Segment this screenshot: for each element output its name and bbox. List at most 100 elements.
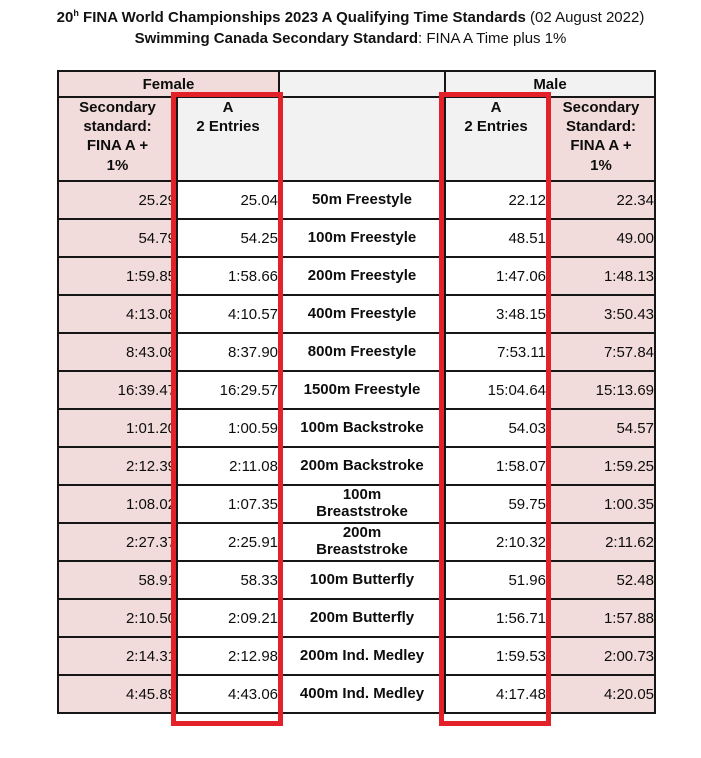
female-a-cell: 4:10.57	[176, 294, 280, 334]
event-cell: 200m Butterfly	[278, 598, 446, 638]
event-cell: 800m Freestyle	[278, 332, 446, 372]
title-date: (02 August 2022)	[525, 9, 645, 26]
qualifying-standards-table: Female Male Secondary standard: FINA A +…	[57, 70, 656, 714]
table-row: 4:45.89 4:43.06 400m Ind. Medley 4:17.48 4:2…	[57, 674, 656, 714]
female-a-entries-header: A 2 Entries	[176, 96, 280, 182]
page-title: 20h FINA World Championships 2023 A Qual…	[56, 8, 645, 26]
female-a-cell: 25.04	[176, 180, 280, 220]
title-superscript: h	[73, 8, 79, 18]
female-secondary-cell: 2:12.39	[57, 446, 178, 486]
female-secondary-cell: 1:01.20	[57, 408, 178, 448]
male-secondary-cell: 1:57.88	[546, 598, 656, 638]
male-group-header: Male	[444, 70, 656, 98]
male-a-cell: 1:59.53	[444, 636, 548, 676]
male-a-cell: 51.96	[444, 560, 548, 600]
event-cell: 400m Ind. Medley	[278, 674, 446, 714]
event-cell: 100m Backstroke	[278, 408, 446, 448]
male-secondary-cell: 1:59.25	[546, 446, 656, 486]
male-a-cell: 1:58.07	[444, 446, 548, 486]
column-header-row: Secondary standard: FINA A + 1% A 2 Entr…	[57, 96, 656, 182]
female-group-header: Female	[57, 70, 280, 98]
male-a-cell: 2:10.32	[444, 522, 548, 562]
female-a-cell: 8:37.90	[176, 332, 280, 372]
female-secondary-cell: 2:10.50	[57, 598, 178, 638]
male-a-cell: 7:53.11	[444, 332, 548, 372]
event-cell: 200m Ind. Medley	[278, 636, 446, 676]
male-a-cell: 1:47.06	[444, 256, 548, 296]
table-row: 4:13.08 4:10.57 400m Freestyle 3:48.15 3:50.…	[57, 294, 656, 334]
male-secondary-cell: 49.00	[546, 218, 656, 258]
female-secondary-cell: 54.79	[57, 218, 178, 258]
event-cell: 200m Breaststroke	[278, 522, 446, 562]
event-cell: 200m Freestyle	[278, 256, 446, 296]
male-secondary-header: Secondary Standard: FINA A + 1%	[546, 96, 656, 182]
table-row: 54.79 54.25 100m Freestyle 48.51 49.00	[57, 218, 656, 258]
title-block: 20h FINA World Championships 2023 A Qual…	[0, 7, 701, 49]
male-a-cell: 48.51	[444, 218, 548, 258]
female-secondary-cell: 1:08.02	[57, 484, 178, 524]
event-cell: 50m Freestyle	[278, 180, 446, 220]
table-row: 2:27.37 2:25.91 200m Breaststroke 2:10.32 2:…	[57, 522, 656, 562]
female-a-cell: 4:43.06	[176, 674, 280, 714]
male-secondary-cell: 52.48	[546, 560, 656, 600]
male-secondary-cell: 7:57.84	[546, 332, 656, 372]
male-secondary-cell: 1:48.13	[546, 256, 656, 296]
female-secondary-cell: 2:14.31	[57, 636, 178, 676]
female-a-cell: 54.25	[176, 218, 280, 258]
male-secondary-cell: 1:00.35	[546, 484, 656, 524]
female-a-cell: 2:25.91	[176, 522, 280, 562]
male-secondary-cell: 3:50.43	[546, 294, 656, 334]
event-cell: 200m Backstroke	[278, 446, 446, 486]
female-secondary-cell: 4:13.08	[57, 294, 178, 334]
event-cell: 100m Freestyle	[278, 218, 446, 258]
male-a-cell: 54.03	[444, 408, 548, 448]
female-secondary-cell: 1:59.85	[57, 256, 178, 296]
female-a-cell: 1:07.35	[176, 484, 280, 524]
female-a-cell: 16:29.57	[176, 370, 280, 410]
table-row: 2:10.50 2:09.21 200m Butterfly 1:56.71 1:57.…	[57, 598, 656, 638]
female-secondary-cell: 2:27.37	[57, 522, 178, 562]
male-a-cell: 4:17.48	[444, 674, 548, 714]
group-header-row: Female Male	[57, 70, 656, 98]
female-a-cell: 1:00.59	[176, 408, 280, 448]
table-body: 25.29 25.04 50m Freestyle 22.12 22.34 54.79 54…	[57, 180, 656, 714]
table-row: 58.91 58.33 100m Butterfly 51.96 52.48	[57, 560, 656, 600]
male-secondary-cell: 2:00.73	[546, 636, 656, 676]
male-a-cell: 22.12	[444, 180, 548, 220]
male-secondary-cell: 2:11.62	[546, 522, 656, 562]
event-cell: 1500m Freestyle	[278, 370, 446, 410]
male-secondary-cell: 15:13.69	[546, 370, 656, 410]
female-a-cell: 58.33	[176, 560, 280, 600]
event-group-spacer	[278, 70, 446, 98]
male-secondary-cell: 4:20.05	[546, 674, 656, 714]
male-a-cell: 15:04.64	[444, 370, 548, 410]
female-a-cell: 2:09.21	[176, 598, 280, 638]
page-subtitle: Swimming Canada Secondary Standard: FINA…	[134, 30, 567, 47]
event-cell: 100m Butterfly	[278, 560, 446, 600]
event-header-spacer	[278, 96, 446, 182]
female-a-cell: 2:12.98	[176, 636, 280, 676]
female-secondary-cell: 25.29	[57, 180, 178, 220]
table-row: 2:12.39 2:11.08 200m Backstroke 1:58.07 1:59…	[57, 446, 656, 486]
table-row: 1:08.02 1:07.35 100m Breaststroke 59.75 1:00…	[57, 484, 656, 524]
table-row: 1:59.85 1:58.66 200m Freestyle 1:47.06 1:48.…	[57, 256, 656, 296]
table-row: 8:43.08 8:37.90 800m Freestyle 7:53.11 7:57.…	[57, 332, 656, 372]
table-row: 1:01.20 1:00.59 100m Backstroke 54.03 54.57	[57, 408, 656, 448]
male-a-entries-header: A 2 Entries	[444, 96, 548, 182]
male-a-cell: 1:56.71	[444, 598, 548, 638]
male-a-cell: 3:48.15	[444, 294, 548, 334]
event-cell: 400m Freestyle	[278, 294, 446, 334]
female-secondary-cell: 58.91	[57, 560, 178, 600]
male-a-cell: 59.75	[444, 484, 548, 524]
male-secondary-cell: 54.57	[546, 408, 656, 448]
male-secondary-cell: 22.34	[546, 180, 656, 220]
table-row: 16:39.47 16:29.57 1500m Freestyle 15:04.64 1…	[57, 370, 656, 410]
female-secondary-header: Secondary standard: FINA A + 1%	[57, 96, 178, 182]
female-secondary-cell: 16:39.47	[57, 370, 178, 410]
female-secondary-cell: 8:43.08	[57, 332, 178, 372]
female-a-cell: 1:58.66	[176, 256, 280, 296]
table-row: 25.29 25.04 50m Freestyle 22.12 22.34	[57, 180, 656, 220]
table-row: 2:14.31 2:12.98 200m Ind. Medley 1:59.53 2:0…	[57, 636, 656, 676]
female-secondary-cell: 4:45.89	[57, 674, 178, 714]
